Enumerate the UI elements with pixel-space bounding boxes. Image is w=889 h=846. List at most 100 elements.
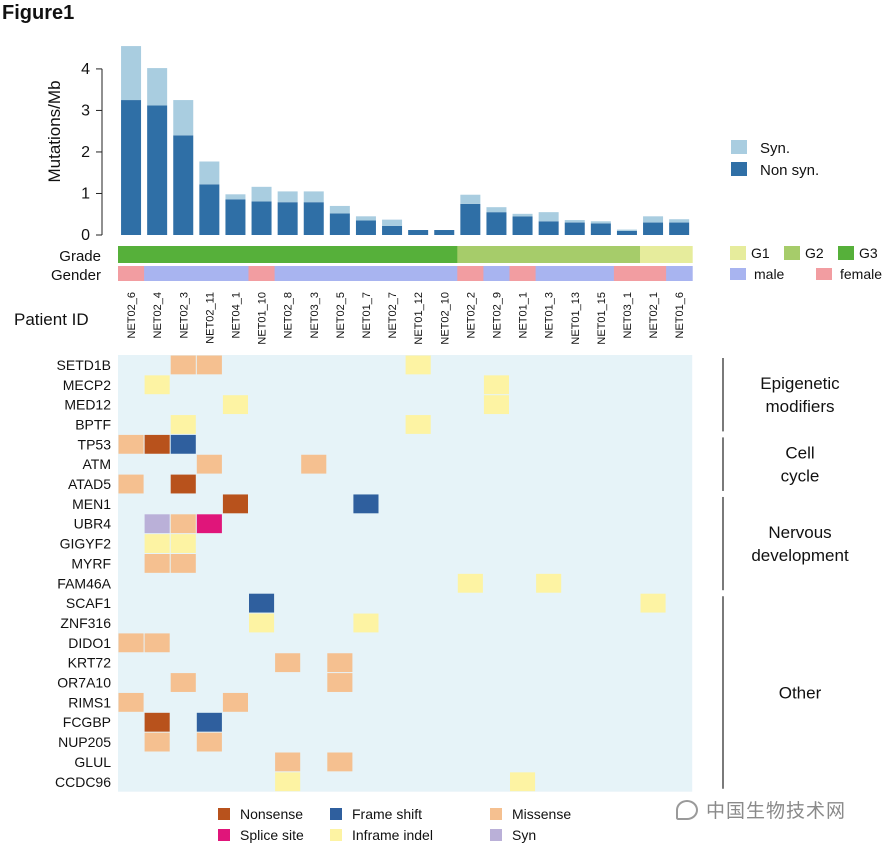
gender-cell-NET02_9 xyxy=(483,266,510,281)
y-tick-label: 1 xyxy=(81,185,90,202)
mutation-legend-swatch-Nonsense xyxy=(218,808,230,820)
bar-nonsyn-NET03_1 xyxy=(616,230,637,235)
gender-legend-swatch-male xyxy=(730,268,746,280)
mutation-cell-CCDC96-NET01_1 xyxy=(510,772,536,792)
gender-cell-NET01_3 xyxy=(535,266,563,281)
bar-syn-NET01_15 xyxy=(590,221,611,224)
bar-nonsyn-NET02_10 xyxy=(434,230,455,235)
grade-legend-label: G1 xyxy=(751,245,770,261)
bar-nonsyn-NET01_6 xyxy=(669,222,690,235)
mutation-cell-SETD1B-NET01_12 xyxy=(405,355,431,375)
gene-label-KRT72: KRT72 xyxy=(68,655,112,671)
mutation-cell-ZNF316-NET01_10 xyxy=(249,613,275,633)
patient-id-NET01_3: NET01_3 xyxy=(544,292,556,338)
mutation-cell-KRT72-NET02_8 xyxy=(275,653,301,673)
gender-cell-NET02_8 xyxy=(274,266,302,281)
grade-cell-NET03_1 xyxy=(613,246,641,263)
bar-syn-NET02_7 xyxy=(382,219,403,226)
gender-cell-NET01_10 xyxy=(248,266,276,281)
grade-cell-NET01_12 xyxy=(405,246,432,263)
gene-label-BPTF: BPTF xyxy=(75,416,111,432)
mutation-cell-UBR4-NET02_3 xyxy=(170,514,196,534)
watermark-text: 中国生物技术网 xyxy=(706,800,847,822)
mutation-cell-GLUL-NET02_8 xyxy=(275,752,301,772)
mutation-cell-SCAF1-NET02_1 xyxy=(640,593,666,613)
bar-syn-NET04_1 xyxy=(225,194,246,200)
mutation-legend-label: Splice site xyxy=(240,827,304,843)
gender-cell-NET03_1 xyxy=(613,266,641,281)
grade-cell-NET02_5 xyxy=(326,246,354,263)
mutation-cell-TP53-NET02_3 xyxy=(170,434,196,454)
mutation-cell-FAM46A-NET01_3 xyxy=(536,573,562,593)
grade-cell-NET02_11 xyxy=(196,246,223,263)
mutation-legend-label: Inframe indel xyxy=(352,827,433,843)
gender-cell-NET02_6 xyxy=(118,266,145,281)
gene-label-FAM46A: FAM46A xyxy=(57,575,111,591)
bar-nonsyn-NET02_7 xyxy=(382,225,403,235)
bar-nonsyn-NET02_1 xyxy=(643,222,664,235)
mutation-legend-label: Syn xyxy=(512,827,536,843)
gene-label-DIDO1: DIDO1 xyxy=(68,635,111,651)
grade-cell-NET01_7 xyxy=(352,246,380,263)
patient-id-NET01_12: NET01_12 xyxy=(413,292,425,345)
mutation-cell-MYRF-NET02_3 xyxy=(170,554,196,573)
gene-label-MECP2: MECP2 xyxy=(63,377,111,393)
gender-cell-NET02_5 xyxy=(326,266,354,281)
gene-label-ZNF316: ZNF316 xyxy=(60,615,111,631)
mutation-cell-MECP2-NET02_4 xyxy=(144,375,170,395)
mutation-legend-label: Frame shift xyxy=(352,806,422,822)
mutation-legend-swatch-Splice site xyxy=(218,829,230,841)
gender-legend-label: female xyxy=(840,266,882,282)
bar-nonsyn-NET01_7 xyxy=(355,220,376,235)
gender-cell-NET01_13 xyxy=(561,266,589,281)
grade-legend-swatch-G1 xyxy=(730,246,746,260)
bar-syn-NET02_5 xyxy=(329,205,350,214)
grade-cell-NET02_10 xyxy=(431,246,458,263)
patient-id-NET02_4: NET02_4 xyxy=(152,292,164,338)
mutation-cell-MYRF-NET02_4 xyxy=(144,554,170,573)
mutation-legend-label: Nonsense xyxy=(240,806,303,822)
gene-label-SETD1B: SETD1B xyxy=(57,357,111,373)
grade-cell-NET02_1 xyxy=(640,246,667,263)
patient-id-label: Patient ID xyxy=(14,310,89,329)
mutation-cell-ZNF316-NET01_7 xyxy=(353,613,379,633)
mutation-heatmap: SETD1B MECP2 MED12 BPTF TP53 ATM ATAD5 MEN1 UBR4… xyxy=(55,355,849,792)
bar-syn-NET01_7 xyxy=(355,216,376,221)
bar-nonsyn-NET01_3 xyxy=(538,221,559,235)
bar-syn-NET02_4 xyxy=(147,68,168,106)
gender-cell-NET04_1 xyxy=(222,266,249,281)
gender-cell-NET02_11 xyxy=(196,266,223,281)
patient-id-NET04_1: NET04_1 xyxy=(230,292,242,338)
mutation-cell-OR7A10-NET02_3 xyxy=(170,673,196,692)
grade-cell-NET02_7 xyxy=(379,246,406,263)
mutation-cell-GLUL-NET02_5 xyxy=(327,752,353,772)
gender-legend-label: male xyxy=(754,266,785,282)
bar-nonsyn-NET04_1 xyxy=(225,199,246,235)
patient-id-NET01_1: NET01_1 xyxy=(518,292,530,338)
mutation-cell-ATAD5-NET02_6 xyxy=(118,474,144,494)
patient-id-NET02_5: NET02_5 xyxy=(335,292,347,338)
bar-nonsyn-NET01_15 xyxy=(590,223,611,235)
bar-syn-NET01_6 xyxy=(669,219,690,223)
patient-id-NET02_3: NET02_3 xyxy=(178,292,190,338)
bar-syn-NET02_9 xyxy=(486,207,507,213)
mutation-cell-TP53-NET02_6 xyxy=(118,434,144,454)
group-label: Epigenetic xyxy=(760,374,840,393)
bar-syn-NET02_8 xyxy=(277,191,298,203)
gender-cell-NET02_4 xyxy=(144,266,171,281)
y-tick-label: 3 xyxy=(81,102,90,119)
bar-nonsyn-NET02_2 xyxy=(460,203,481,235)
gender-cell-NET02_1 xyxy=(640,266,667,281)
bar-syn-NET02_6 xyxy=(121,46,142,101)
mutation-cell-MED12-NET04_1 xyxy=(222,395,248,415)
grade-legend-swatch-G2 xyxy=(784,246,800,260)
grade-cell-NET01_6 xyxy=(666,246,693,263)
group-label: Cell xyxy=(785,444,814,463)
gene-label-MYRF: MYRF xyxy=(71,555,111,571)
gender-track-label: Gender xyxy=(51,267,101,284)
bar-nonsyn-NET02_6 xyxy=(121,100,142,235)
gender-legend-swatch-female xyxy=(816,268,832,280)
gender-cell-NET02_2 xyxy=(457,266,484,281)
mutation-cell-MECP2-NET02_9 xyxy=(483,375,509,395)
mutation-cell-UBR4-NET02_4 xyxy=(144,514,170,534)
